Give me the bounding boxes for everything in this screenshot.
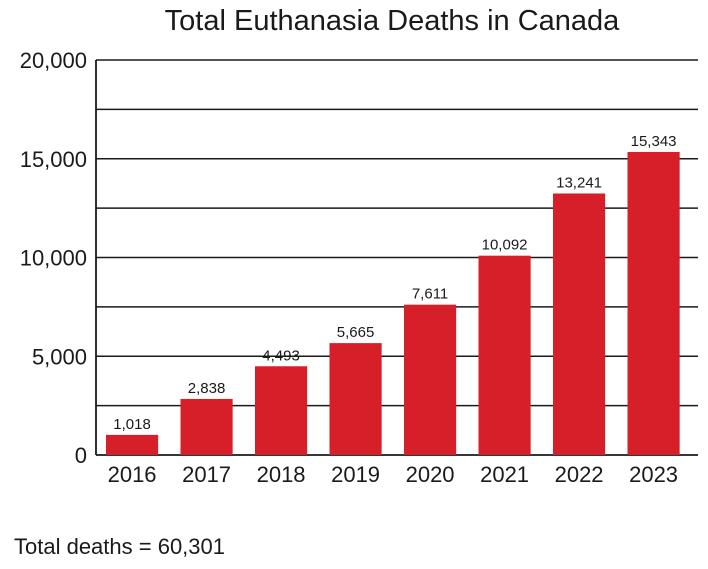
total-deaths-note: Total deaths = 60,301 [14,534,225,559]
data-label-2023: 15,343 [631,133,677,150]
bar-2017 [180,398,233,455]
data-label-2016: 1,018 [113,416,151,433]
x-tick-label-2020: 2020 [406,462,455,487]
x-tick-label-2017: 2017 [182,462,231,487]
y-tick-label: 15,000 [20,147,87,172]
data-label-2021: 10,092 [482,237,528,254]
data-label-2020: 7,611 [412,286,448,303]
y-axis-ticks: 0 5,000 10,000 15,000 20,000 [20,48,87,468]
data-label-2018: 4,493 [262,347,300,364]
gridlines [95,59,698,456]
bar-2018 [255,366,308,455]
x-tick-label-2018: 2018 [257,462,306,487]
x-tick-label-2021: 2021 [480,462,529,487]
x-tick-label-2023: 2023 [629,462,678,487]
x-tick-label-2022: 2022 [555,462,604,487]
x-tick-label-2019: 2019 [331,462,380,487]
data-label-2017: 2,838 [188,380,226,397]
data-label-2022: 13,241 [556,174,602,191]
data-labels: 1,018 2,838 4,493 5,665 7,611 10,092 13,241 15,… [113,133,676,433]
bar-2019 [329,343,382,455]
y-tick-label: 5,000 [32,344,87,369]
bar-2021 [478,255,531,455]
data-label-2019: 5,665 [337,324,375,341]
chart-title: Total Euthanasia Deaths in Canada [165,5,621,37]
x-axis-ticks: 2016 2017 2018 2019 2020 2021 2022 2023 [108,462,678,487]
y-tick-label: 10,000 [20,246,87,271]
bars [106,151,680,456]
y-tick-label: 0 [75,443,87,468]
bar-2023 [627,151,680,455]
bar-2016 [106,434,159,455]
y-tick-label: 20,000 [20,48,87,73]
bar-2022 [553,193,606,456]
x-tick-label-2016: 2016 [108,462,157,487]
bar-2020 [404,304,457,455]
